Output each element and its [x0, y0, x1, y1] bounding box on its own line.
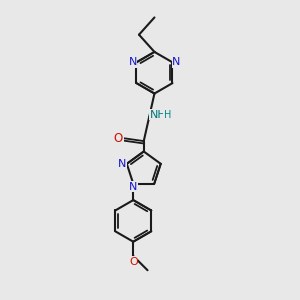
Text: N: N: [128, 57, 137, 67]
Text: NH: NH: [150, 110, 166, 120]
Text: N: N: [118, 159, 127, 169]
Text: N: N: [172, 57, 181, 67]
Text: H: H: [164, 110, 171, 120]
Text: O: O: [114, 132, 123, 145]
Text: O: O: [129, 257, 138, 267]
Text: N: N: [129, 182, 137, 192]
